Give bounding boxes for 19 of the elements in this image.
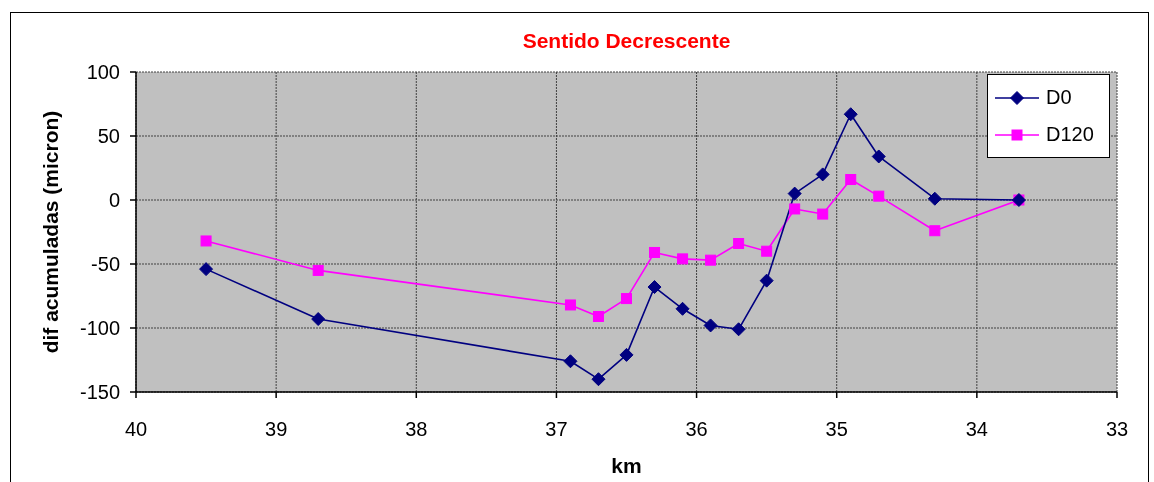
x-tick-label: 35	[825, 418, 848, 441]
x-tick-label: 38	[405, 418, 428, 441]
y-axis-title: dif acumuladas (micron)	[39, 110, 63, 354]
y-tick-label: -100	[79, 317, 120, 340]
x-axis-title: km	[610, 454, 643, 478]
y-tick-label: -150	[79, 381, 120, 404]
y-tick-label: 100	[86, 61, 120, 84]
x-tick-label: 39	[265, 418, 288, 441]
chart-title: Sentido Decrescente	[521, 29, 732, 53]
legend-label: D0	[1046, 86, 1072, 109]
x-tick-label: 36	[685, 418, 708, 441]
y-tick-label: -50	[91, 253, 120, 276]
legend-label: D120	[1046, 123, 1094, 146]
y-tick-label: 0	[108, 189, 120, 212]
x-tick-label: 33	[1105, 418, 1129, 441]
x-tick-label: 40	[124, 418, 148, 441]
x-tick-label: 37	[545, 418, 568, 441]
x-tick-label: 34	[965, 418, 988, 441]
y-tick-label: 50	[97, 125, 120, 148]
